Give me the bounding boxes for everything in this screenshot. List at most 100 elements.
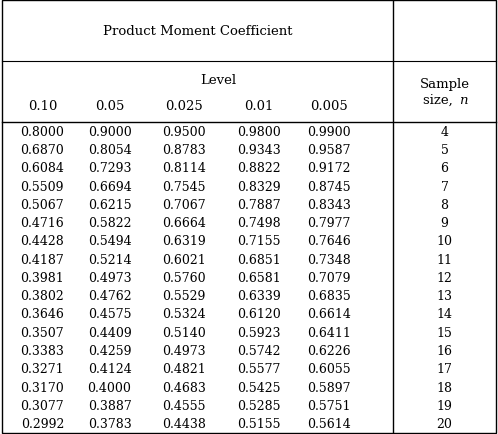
Text: size,: size, bbox=[423, 94, 458, 107]
Text: 0.9343: 0.9343 bbox=[237, 144, 281, 157]
Text: 0.6694: 0.6694 bbox=[88, 180, 131, 193]
Text: 0.4555: 0.4555 bbox=[162, 399, 206, 412]
Text: 11: 11 bbox=[436, 253, 453, 266]
Text: 0.4259: 0.4259 bbox=[88, 344, 131, 357]
Text: 0.4716: 0.4716 bbox=[20, 217, 64, 230]
Text: 0.5751: 0.5751 bbox=[307, 399, 351, 412]
Text: 0.6411: 0.6411 bbox=[307, 326, 351, 339]
Text: 0.8329: 0.8329 bbox=[237, 180, 281, 193]
Text: 0.4000: 0.4000 bbox=[88, 381, 131, 394]
Text: 0.5897: 0.5897 bbox=[307, 381, 351, 394]
Text: 0.10: 0.10 bbox=[28, 99, 57, 112]
Text: 0.4409: 0.4409 bbox=[88, 326, 131, 339]
Text: Product Moment Coefficient: Product Moment Coefficient bbox=[103, 25, 293, 38]
Text: 0.6339: 0.6339 bbox=[237, 289, 281, 302]
Text: 0.5742: 0.5742 bbox=[237, 344, 281, 357]
Text: 18: 18 bbox=[436, 381, 453, 394]
Text: 0.3271: 0.3271 bbox=[20, 362, 64, 375]
Text: 0.4438: 0.4438 bbox=[162, 417, 206, 430]
Text: 0.5214: 0.5214 bbox=[88, 253, 131, 266]
Text: 8: 8 bbox=[440, 198, 449, 211]
Text: 13: 13 bbox=[436, 289, 453, 302]
Text: 0.6581: 0.6581 bbox=[237, 271, 281, 284]
Text: 0.7067: 0.7067 bbox=[162, 198, 206, 211]
Text: 0.9000: 0.9000 bbox=[88, 125, 131, 138]
Text: 0.7348: 0.7348 bbox=[307, 253, 351, 266]
Text: 0.4428: 0.4428 bbox=[20, 235, 64, 248]
Text: 0.5822: 0.5822 bbox=[88, 217, 131, 230]
Text: 0.5324: 0.5324 bbox=[162, 308, 206, 321]
Text: 0.7079: 0.7079 bbox=[307, 271, 351, 284]
Text: 17: 17 bbox=[437, 362, 452, 375]
Text: 0.8343: 0.8343 bbox=[307, 198, 351, 211]
Text: 0.8114: 0.8114 bbox=[162, 162, 206, 175]
Text: 12: 12 bbox=[437, 271, 452, 284]
Text: 0.6215: 0.6215 bbox=[88, 198, 131, 211]
Text: 20: 20 bbox=[437, 417, 452, 430]
Text: 0.3887: 0.3887 bbox=[88, 399, 131, 412]
Text: 0.9800: 0.9800 bbox=[237, 125, 281, 138]
Text: 0.3077: 0.3077 bbox=[20, 399, 64, 412]
Text: 0.7646: 0.7646 bbox=[307, 235, 351, 248]
Text: 0.3646: 0.3646 bbox=[20, 308, 64, 321]
Text: 0.005: 0.005 bbox=[310, 99, 348, 112]
Text: 0.2992: 0.2992 bbox=[20, 417, 64, 430]
Text: 0.6835: 0.6835 bbox=[307, 289, 351, 302]
Text: 0.05: 0.05 bbox=[95, 99, 124, 112]
Text: 0.3802: 0.3802 bbox=[20, 289, 64, 302]
Text: 16: 16 bbox=[436, 344, 453, 357]
Text: 0.6226: 0.6226 bbox=[307, 344, 351, 357]
Text: 0.5155: 0.5155 bbox=[237, 417, 281, 430]
Text: 0.5923: 0.5923 bbox=[237, 326, 281, 339]
Text: 0.7293: 0.7293 bbox=[88, 162, 131, 175]
Text: 0.01: 0.01 bbox=[245, 99, 273, 112]
Text: 0.6021: 0.6021 bbox=[162, 253, 206, 266]
Text: 0.7498: 0.7498 bbox=[237, 217, 281, 230]
Text: 6: 6 bbox=[440, 162, 449, 175]
Text: 0.6120: 0.6120 bbox=[237, 308, 281, 321]
Text: 0.5577: 0.5577 bbox=[237, 362, 281, 375]
Text: 0.5509: 0.5509 bbox=[20, 180, 64, 193]
Text: 15: 15 bbox=[437, 326, 452, 339]
Text: 0.4821: 0.4821 bbox=[162, 362, 206, 375]
Text: 0.9587: 0.9587 bbox=[307, 144, 351, 157]
Text: 0.7977: 0.7977 bbox=[307, 217, 351, 230]
Text: 0.5425: 0.5425 bbox=[237, 381, 281, 394]
Text: 0.9172: 0.9172 bbox=[307, 162, 351, 175]
Text: 0.4575: 0.4575 bbox=[88, 308, 131, 321]
Text: 0.4683: 0.4683 bbox=[162, 381, 206, 394]
Text: 5: 5 bbox=[441, 144, 448, 157]
Text: 0.7155: 0.7155 bbox=[237, 235, 281, 248]
Text: Level: Level bbox=[200, 74, 236, 87]
Text: 0.8822: 0.8822 bbox=[237, 162, 281, 175]
Text: 0.025: 0.025 bbox=[165, 99, 203, 112]
Text: Sample: Sample bbox=[419, 78, 470, 91]
Text: 0.6319: 0.6319 bbox=[162, 235, 206, 248]
Text: 14: 14 bbox=[436, 308, 453, 321]
Text: 0.5285: 0.5285 bbox=[237, 399, 281, 412]
Text: 0.3507: 0.3507 bbox=[20, 326, 64, 339]
Text: 10: 10 bbox=[436, 235, 453, 248]
Text: 0.7887: 0.7887 bbox=[237, 198, 281, 211]
Text: 0.6870: 0.6870 bbox=[20, 144, 64, 157]
Text: 9: 9 bbox=[441, 217, 448, 230]
Text: 0.8000: 0.8000 bbox=[20, 125, 64, 138]
Text: 4: 4 bbox=[440, 125, 449, 138]
Text: 0.5140: 0.5140 bbox=[162, 326, 206, 339]
Text: 0.3981: 0.3981 bbox=[20, 271, 64, 284]
Text: 0.4124: 0.4124 bbox=[88, 362, 131, 375]
Text: 0.6664: 0.6664 bbox=[162, 217, 206, 230]
Text: 0.4973: 0.4973 bbox=[162, 344, 206, 357]
Text: 0.6084: 0.6084 bbox=[20, 162, 64, 175]
Text: 0.6851: 0.6851 bbox=[237, 253, 281, 266]
Text: 0.5067: 0.5067 bbox=[20, 198, 64, 211]
Text: 0.4762: 0.4762 bbox=[88, 289, 131, 302]
Text: 0.8054: 0.8054 bbox=[88, 144, 131, 157]
Text: 0.9900: 0.9900 bbox=[307, 125, 351, 138]
Text: 7: 7 bbox=[441, 180, 448, 193]
Text: 0.5494: 0.5494 bbox=[88, 235, 131, 248]
Text: 0.6055: 0.6055 bbox=[307, 362, 351, 375]
Text: 0.9500: 0.9500 bbox=[162, 125, 206, 138]
Text: n: n bbox=[459, 94, 468, 107]
Text: 0.3170: 0.3170 bbox=[20, 381, 64, 394]
